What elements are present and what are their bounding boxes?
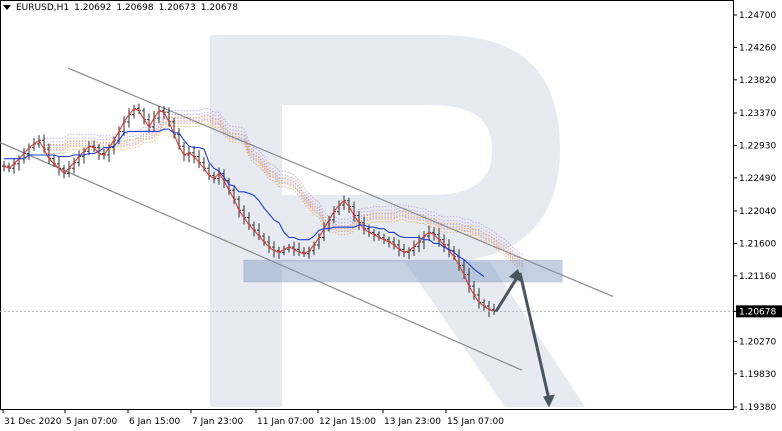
close-value: 1.20678 <box>200 3 238 13</box>
cloud-band-line <box>44 111 525 261</box>
low-value: 1.20673 <box>158 3 196 13</box>
ichimoku-cloud <box>44 108 525 272</box>
price-line <box>3 107 495 312</box>
x-tick-label: 6 Jan 15:00 <box>129 417 181 427</box>
y-tick-label: 1.22040 <box>739 207 776 217</box>
plot-frame <box>0 0 734 410</box>
x-tick-label: 5 Jan 07:00 <box>66 417 118 427</box>
arrow-head-up <box>509 268 522 282</box>
x-tick-label: 13 Jan 23:00 <box>384 417 441 427</box>
channel-lower-line <box>0 141 523 371</box>
plot-border <box>0 0 734 410</box>
cloud-band-line <box>44 114 525 263</box>
x-tick-label: 11 Jan 07:00 <box>257 417 314 427</box>
high-value: 1.20698 <box>116 3 154 13</box>
symbol-label: EURUSD,H1 <box>16 3 70 13</box>
cloud-band-line <box>44 123 525 272</box>
y-tick-label: 1.23820 <box>739 76 776 86</box>
y-tick-label: 1.22490 <box>739 174 776 184</box>
y-tick-label: 1.23370 <box>739 109 776 119</box>
dropdown-triangle-icon[interactable] <box>3 5 11 10</box>
y-tick-label: 1.21160 <box>739 272 776 282</box>
cloud-band-line <box>44 115 525 264</box>
x-tick-label: 12 Jan 15:00 <box>319 417 376 427</box>
r-logo-watermark <box>210 35 585 407</box>
zone-rect <box>243 259 563 283</box>
y-tick-label: 1.20270 <box>739 337 776 347</box>
x-axis: 31 Dec 2020 5 Jan 07:00 6 Jan 15:00 7 Jan 2… <box>2 409 504 427</box>
open-value: 1.20692 <box>74 3 112 13</box>
y-tick-label: 1.20678 <box>739 307 776 317</box>
x-tick-label: 15 Jan 07:00 <box>447 417 504 427</box>
indicator-lines <box>0 107 733 312</box>
y-tick-label: 1.24260 <box>739 43 776 53</box>
forecast-arrow-down <box>518 272 551 400</box>
cloud-band-line <box>44 117 525 266</box>
y-tick-label: 1.22930 <box>739 141 776 151</box>
chart-header: EURUSD,H1 1.20692 1.20698 1.20673 1.20678 <box>3 3 243 13</box>
arrow-head-down <box>543 394 555 408</box>
x-tick-label: 31 Dec 2020 <box>4 417 62 427</box>
current-price-box <box>736 305 782 318</box>
resistance-zone <box>243 259 563 283</box>
cloud-band-line <box>44 120 525 269</box>
cloud-band-line <box>44 119 525 268</box>
kijun-line <box>4 128 485 278</box>
x-tick-label: 7 Jan 23:00 <box>192 417 244 427</box>
y-tick-label: 1.19830 <box>739 370 776 380</box>
y-axis: 1.24700 1.24260 1.23820 1.23370 1.22930 1.224… <box>733 11 782 413</box>
y-tick-label: 1.24700 <box>739 11 776 21</box>
y-tick-label: 1.19380 <box>739 403 776 413</box>
forecast-arrows <box>494 268 555 408</box>
y-tick-label: 1.21600 <box>739 239 776 249</box>
